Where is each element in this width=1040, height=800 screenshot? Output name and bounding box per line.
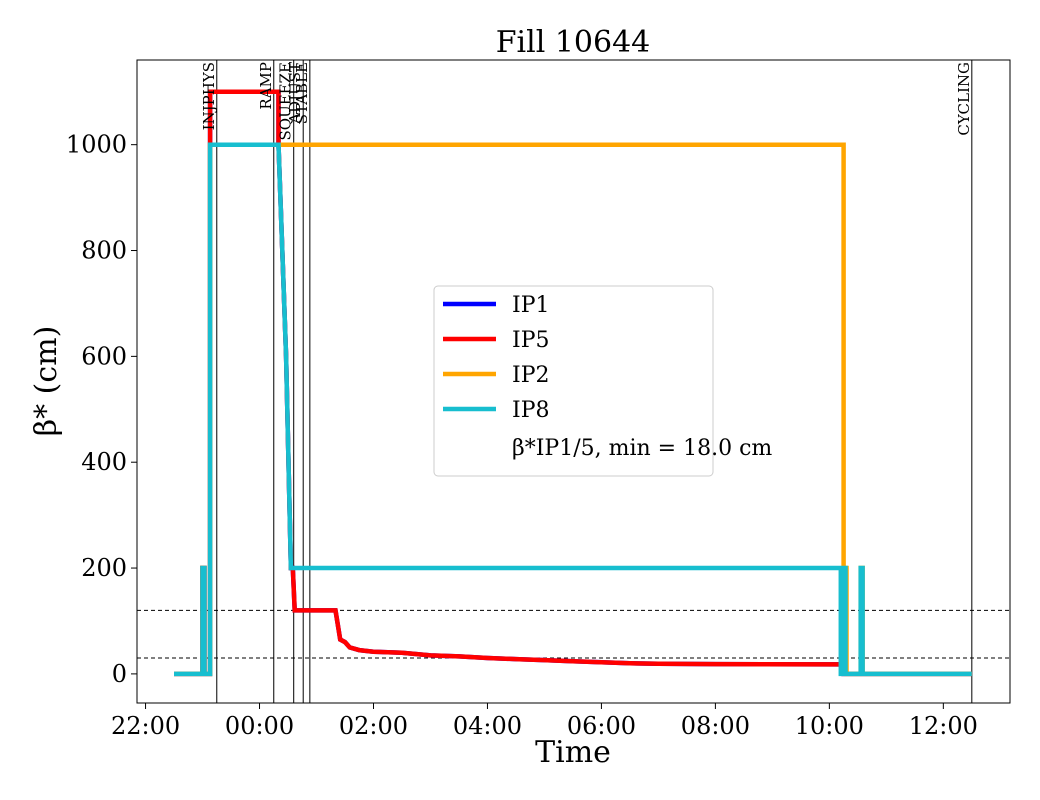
mode-marker-label: STABLE <box>293 62 311 124</box>
x-tick-label: 08:00 <box>681 712 750 740</box>
x-tick-label: 06:00 <box>567 712 636 740</box>
chart-title: Fill 10644 <box>496 25 651 60</box>
x-tick-label: 10:00 <box>795 712 864 740</box>
x-axis: 22:00 00:00 02:00 04:00 06:00 08:00 10:00 12:00 <box>111 703 978 740</box>
mode-marker-label: SQUEEZE <box>277 62 295 141</box>
legend-label-ip1: IP1 <box>512 293 550 318</box>
legend: IP1 IP5 IP2 IP8 β*IP1/5, min = 18.0 cm <box>433 285 772 477</box>
legend-box <box>433 285 714 477</box>
legend-label-ip2: IP2 <box>512 363 550 388</box>
y-tick-label: 400 <box>81 448 127 476</box>
mode-marker-label: CYCLING <box>955 62 973 136</box>
y-tick-label: 200 <box>81 554 127 582</box>
plot-frame <box>136 59 1011 704</box>
x-tick-label: 12:00 <box>909 712 978 740</box>
x-tick-label: 00:00 <box>225 712 294 740</box>
reference-lines <box>137 609 1010 659</box>
y-tick-label: 800 <box>81 237 127 265</box>
mode-marker-label: INJPHYS <box>200 62 218 130</box>
y-axis: 0 200 400 600 800 1000 <box>66 131 137 688</box>
y-tick-label: 0 <box>112 660 127 688</box>
x-tick-label: 04:00 <box>453 712 522 740</box>
legend-label-ip5: IP5 <box>512 328 550 353</box>
x-tick-label: 02:00 <box>339 712 408 740</box>
y-tick-label: 1000 <box>66 131 127 159</box>
y-tick-label: 600 <box>81 342 127 370</box>
series-layer <box>174 89 972 677</box>
x-axis-label: Time <box>535 735 611 770</box>
mode-marker-label: RAMP <box>257 62 275 110</box>
legend-label-ip8: IP8 <box>512 398 550 423</box>
mode-marker-label: ADJUST <box>286 62 304 125</box>
legend-note: β*IP1/5, min = 18.0 cm <box>512 436 772 461</box>
series-line-ip8 <box>174 142 972 677</box>
y-axis-label: β* (cm) <box>29 326 64 437</box>
x-tick-label: 22:00 <box>111 712 180 740</box>
